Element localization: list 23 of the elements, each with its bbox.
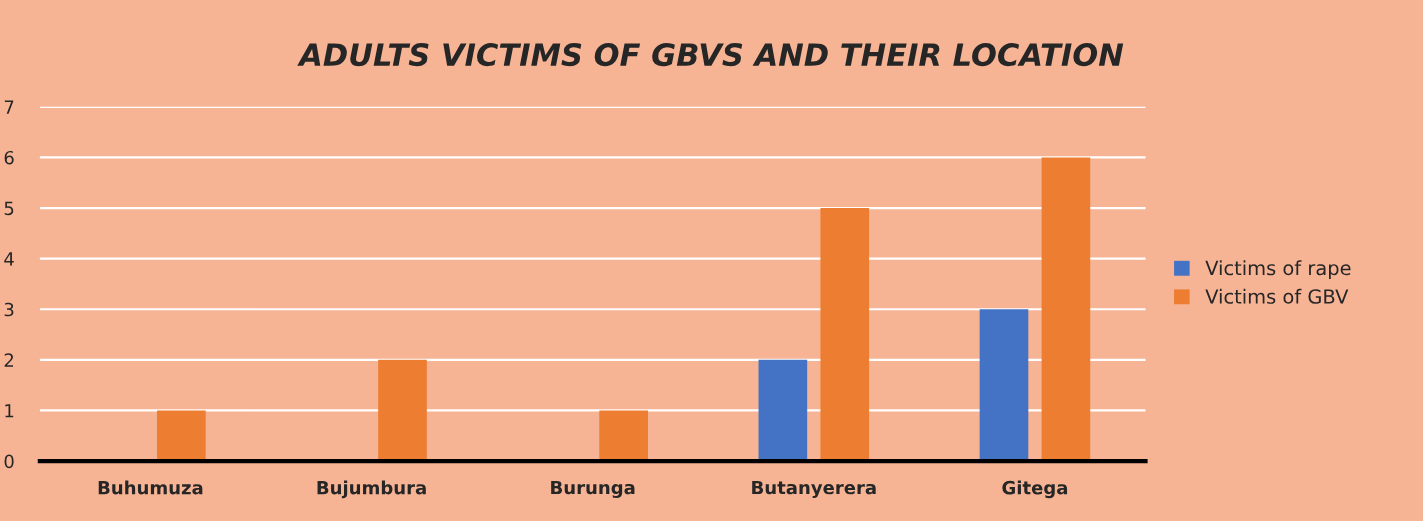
y-tick-label: 5 (4, 201, 14, 216)
legend-label: Victims of rape (1205, 260, 1351, 280)
bar (1041, 157, 1091, 462)
bar (979, 309, 1029, 462)
bar (758, 359, 808, 462)
x-tick-label: Bujumbura (317, 480, 426, 499)
x-tick-label: Butanyerera (752, 480, 876, 498)
x-tick-label: Buhumuza (98, 480, 203, 495)
bar (820, 208, 870, 462)
x-tick-label: Gitega (1002, 480, 1068, 499)
bar (157, 410, 206, 462)
y-tick-label: 0 (4, 454, 14, 469)
y-tick-label: 6 (4, 150, 14, 165)
legend-label: Victims of GBV (1205, 288, 1349, 304)
y-tick-label: 3 (4, 302, 14, 317)
y-tick-label: 2 (4, 353, 14, 367)
chart-title: ADULTS VICTIMS OF GBVS AND THEIR LOCATION (297, 43, 1124, 67)
y-tick-label: 7 (4, 100, 14, 114)
y-tick-label: 1 (5, 404, 14, 418)
bar (378, 359, 427, 462)
bar (599, 410, 648, 462)
y-tick-label: 4 (4, 252, 14, 266)
x-tick-label: Burunga (551, 480, 635, 498)
